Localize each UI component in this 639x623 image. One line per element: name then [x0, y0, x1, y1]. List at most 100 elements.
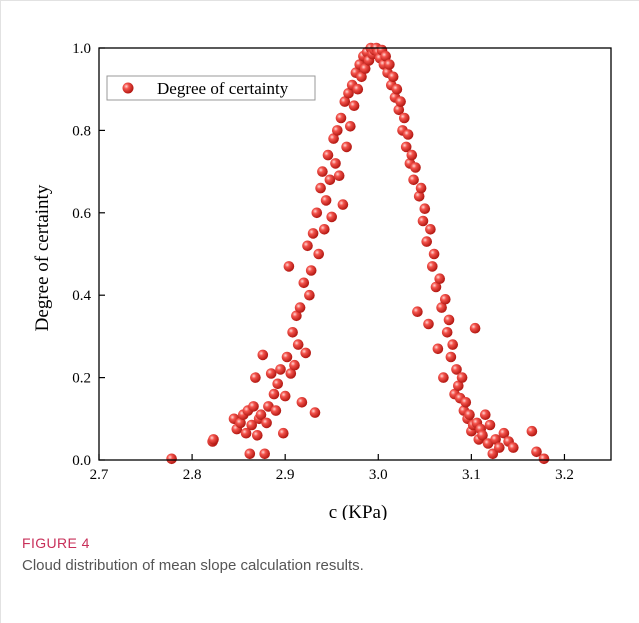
data-point [328, 133, 339, 144]
data-point [425, 224, 436, 235]
data-point [352, 83, 364, 95]
legend-box [106, 75, 316, 101]
data-point [406, 149, 418, 161]
data-point [332, 125, 343, 136]
data-point [294, 302, 306, 313]
data-point [508, 442, 519, 453]
data-point [447, 339, 459, 350]
data-point [498, 427, 510, 439]
scatter-chart: 2.7 2.8 2.9 3.0 3.1 3.2 0.0 0.2 0.4 0.6 0.8 1.0 c (… [32, 41, 612, 523]
data-point [427, 261, 438, 272]
x-tick-label: 3.0 [369, 467, 388, 483]
data-point [333, 170, 345, 181]
data-point [246, 419, 257, 431]
data-point [451, 364, 462, 375]
data-point [477, 430, 488, 441]
data-point [391, 83, 403, 95]
data-point [304, 289, 315, 301]
points-layer [166, 42, 550, 465]
data-point [166, 453, 177, 465]
data-point [443, 314, 455, 326]
data-point [335, 112, 347, 124]
data-point [255, 409, 267, 421]
data-point [412, 306, 423, 318]
data-point [356, 71, 367, 83]
data-point [313, 248, 325, 260]
data-point [275, 364, 286, 375]
data-point [490, 434, 501, 445]
data-point [270, 405, 282, 416]
plot-area-frame [98, 47, 612, 461]
data-point [272, 378, 283, 390]
y-tick-label: 0.6 [72, 206, 91, 222]
data-point [289, 359, 300, 371]
data-point [430, 281, 442, 293]
data-point [413, 191, 425, 202]
data-point [432, 343, 444, 355]
chart-container: 2.7 2.8 2.9 3.0 3.1 3.2 0.0 0.2 0.4 0.6 0.8 1.0 c (… [18, 20, 623, 523]
figure-caption: FIGURE 4 Cloud distribution of mean slop… [22, 534, 622, 576]
data-point [208, 434, 219, 445]
data-point [460, 397, 472, 408]
data-point [298, 277, 310, 289]
data-point [315, 182, 326, 194]
data-point [324, 174, 336, 186]
data-point [252, 430, 263, 441]
data-point [453, 380, 464, 392]
data-point [279, 390, 291, 402]
x-tick-label: 2.9 [276, 467, 295, 483]
data-point [393, 104, 405, 116]
data-point [317, 166, 328, 177]
data-point [345, 121, 356, 132]
x-tick-label: 3.2 [555, 467, 574, 483]
data-point [438, 372, 449, 383]
data-point [440, 294, 451, 305]
data-point [341, 141, 352, 153]
figure-label: FIGURE 4 [22, 535, 90, 551]
data-point [480, 409, 491, 421]
data-point [261, 417, 272, 429]
data-point [400, 141, 412, 153]
data-point [421, 236, 433, 247]
legend: Degree of certainty [106, 75, 316, 101]
data-point [320, 195, 332, 206]
data-point [384, 59, 395, 70]
y-tick-label: 0.0 [72, 453, 91, 469]
data-point [484, 419, 496, 431]
data-point [296, 397, 308, 408]
data-point [387, 71, 399, 83]
y-tick-label: 0.4 [72, 288, 91, 304]
y-tick-label: 1.0 [72, 41, 91, 57]
data-point [417, 215, 429, 227]
data-point [268, 388, 280, 400]
ticks-layer: 2.7 2.8 2.9 3.0 3.1 3.2 0.0 0.2 0.4 0.6 0.8 1.0 [72, 41, 574, 483]
data-point [408, 174, 419, 186]
data-point [494, 442, 505, 453]
data-point [285, 368, 297, 379]
data-point [300, 347, 312, 359]
data-point [291, 310, 302, 322]
data-point [326, 211, 338, 223]
data-point [538, 453, 550, 465]
data-point [302, 240, 313, 252]
legend-label: Degree of certainty [157, 79, 289, 98]
x-tick-label: 2.8 [183, 467, 202, 483]
data-point [250, 372, 261, 383]
data-point [257, 349, 269, 361]
data-point [428, 248, 440, 260]
data-point [469, 322, 481, 334]
data-point [456, 372, 468, 383]
data-point [423, 318, 434, 330]
y-tick-label: 0.2 [72, 371, 91, 387]
data-point [348, 100, 360, 111]
data-point [244, 448, 256, 460]
data-point [415, 182, 427, 194]
x-axis-label: c (KPa) [329, 502, 388, 520]
data-point [240, 427, 252, 439]
data-point [419, 203, 431, 214]
data-point [248, 401, 259, 412]
data-point [526, 425, 538, 437]
x-tick-label: 2.7 [90, 467, 109, 483]
data-point [343, 88, 354, 99]
